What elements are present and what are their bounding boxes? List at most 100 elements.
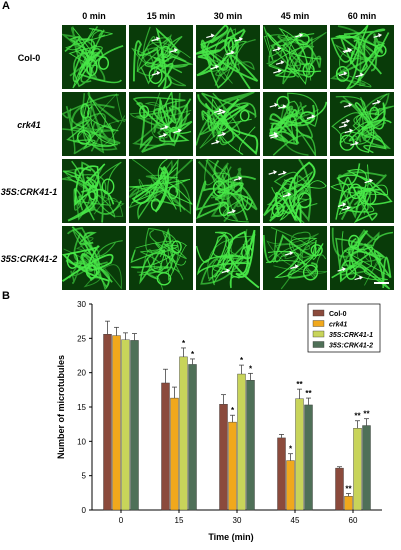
- arrow-icon: [158, 132, 168, 138]
- arrow-icon: [341, 118, 351, 124]
- micrograph-tile: [330, 226, 394, 290]
- bar: [219, 404, 228, 511]
- bar: [237, 373, 246, 511]
- arrow-icon: [272, 46, 282, 52]
- y-tick-label: 10: [77, 437, 86, 446]
- micrograph-tile: [263, 159, 327, 223]
- arrow-icon: [269, 102, 279, 108]
- arrow-icon: [278, 170, 287, 176]
- y-tick-label: 30: [77, 300, 86, 309]
- micrograph-tile: [62, 226, 126, 290]
- y-tick-label: 15: [77, 403, 86, 412]
- arrow-icon: [214, 108, 223, 113]
- arrow-icon: [355, 72, 364, 78]
- significance-marker: **: [305, 389, 312, 398]
- bar: [130, 340, 139, 511]
- arrow-icon: [278, 104, 287, 109]
- arrow-icon: [344, 128, 354, 134]
- micrograph-tile: [129, 226, 193, 290]
- arrow-icon: [234, 36, 244, 42]
- arrow-icon: [233, 176, 243, 181]
- legend-label: crk41: [329, 322, 347, 329]
- arrow-icon: [273, 68, 282, 74]
- arrow-icon: [294, 32, 304, 38]
- x-tick-label: 60: [349, 516, 358, 525]
- legend-label: Col-0: [329, 311, 347, 318]
- bar: [121, 339, 130, 511]
- arrow-icon: [342, 47, 352, 53]
- significance-marker: **: [354, 412, 361, 421]
- row-label-35s-crk41-2: 35S:CRK41-2: [0, 254, 58, 264]
- bar-chart: 0 5 10 15 20 25 30 Number of microtubules Time (…: [56, 300, 382, 542]
- micrograph-tile: [62, 92, 126, 156]
- significance-marker: *: [182, 339, 186, 348]
- row-label-crk41: crk41: [17, 120, 41, 130]
- panel-a-letter: A: [2, 0, 10, 12]
- bar: [170, 397, 179, 511]
- arrow-icon: [169, 48, 178, 53]
- panel-b-letter: B: [2, 290, 10, 302]
- x-tick-label: 45: [291, 516, 300, 525]
- legend-swatch: [312, 309, 325, 317]
- bar: [179, 356, 188, 511]
- micrograph-tile: [330, 159, 394, 223]
- arrow-icon: [206, 33, 215, 39]
- micrograph-tile: [129, 159, 193, 223]
- significance-marker: *: [191, 350, 195, 359]
- micrograph-tile: [196, 25, 260, 89]
- micrograph-tile: [330, 92, 394, 156]
- legend-label: 35S:CRK41-1: [329, 332, 373, 339]
- legend-swatch: [312, 330, 325, 338]
- arrow-icon: [210, 64, 220, 70]
- bar: [246, 380, 255, 511]
- scale-bar: [374, 282, 389, 284]
- arrow-icon: [284, 250, 294, 256]
- significance-marker: *: [231, 406, 235, 415]
- micrograph-tile: [129, 92, 193, 156]
- arrow-icon: [337, 202, 347, 207]
- arrow-icon: [364, 178, 374, 184]
- arrow-icon: [306, 114, 316, 120]
- time-header-15: 15 min: [146, 11, 176, 21]
- arrow-icon: [275, 60, 285, 65]
- arrow-icon: [337, 266, 347, 272]
- bar: [103, 334, 112, 511]
- y-tick-label: 0: [82, 506, 87, 515]
- significance-marker: **: [296, 380, 303, 389]
- significance-marker: *: [289, 445, 293, 454]
- row-label-col0: Col-0: [17, 53, 41, 63]
- micrograph-tile: [62, 25, 126, 89]
- micrograph-tile: [62, 159, 126, 223]
- arrow-icon: [173, 128, 182, 134]
- bar: [304, 404, 313, 511]
- micrograph-tile: [196, 92, 260, 156]
- arrow-icon: [268, 170, 278, 175]
- bar: [286, 460, 295, 511]
- bar: [362, 425, 371, 511]
- significance-marker: *: [240, 356, 244, 365]
- bar: [228, 421, 237, 511]
- bar: [344, 496, 353, 511]
- time-header-60: 60 min: [347, 11, 377, 21]
- bar: [295, 398, 304, 511]
- arrow-icon: [338, 71, 348, 76]
- arrow-icon: [339, 123, 348, 128]
- x-axis-label: Time (min): [208, 532, 253, 542]
- time-header-45: 45 min: [280, 11, 310, 21]
- arrow-icon: [282, 192, 292, 198]
- bar: [188, 364, 197, 511]
- legend-swatch: [312, 320, 325, 327]
- legend-swatch: [312, 341, 325, 348]
- arrow-icon: [373, 33, 383, 38]
- significance-marker: **: [363, 410, 370, 419]
- y-axis-label: Number of microtubules: [56, 355, 66, 459]
- arrow-icon: [211, 139, 220, 145]
- arrow-icon: [270, 133, 279, 139]
- arrow-icon: [217, 109, 226, 115]
- arrow-icon: [343, 102, 353, 108]
- arrow-icon: [354, 275, 364, 281]
- micrograph-tile: [263, 226, 327, 290]
- arrow-icon: [372, 99, 381, 105]
- arrow-icon: [217, 131, 227, 137]
- arrow-icon: [221, 268, 231, 274]
